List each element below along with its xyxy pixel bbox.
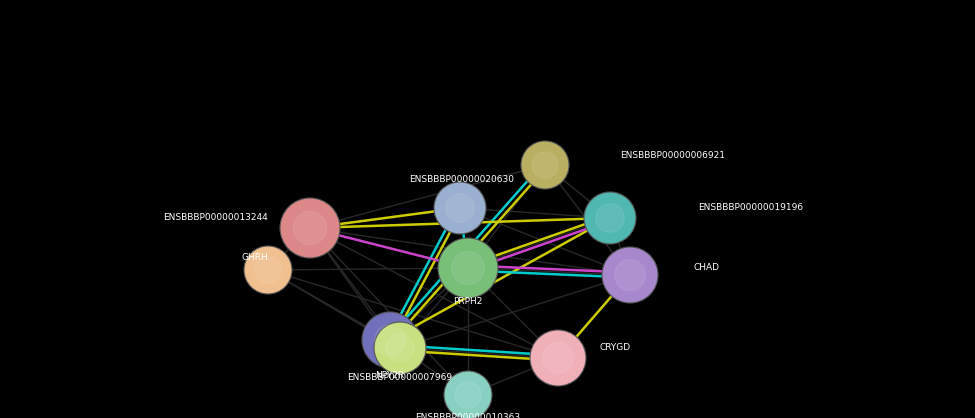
Circle shape: [362, 312, 418, 368]
Circle shape: [602, 247, 658, 303]
Circle shape: [386, 334, 414, 362]
Circle shape: [530, 330, 586, 386]
Text: PRPH2: PRPH2: [453, 298, 483, 306]
Text: ENSBBBP00000007969: ENSBBBP00000007969: [347, 374, 452, 382]
Text: CHAD: CHAD: [693, 263, 719, 273]
Circle shape: [614, 260, 645, 291]
Circle shape: [584, 192, 636, 244]
Circle shape: [451, 252, 485, 285]
Circle shape: [446, 194, 474, 222]
Circle shape: [521, 141, 569, 189]
Text: ENSBBBP00000013244: ENSBBBP00000013244: [163, 214, 268, 222]
Circle shape: [454, 382, 482, 408]
Text: CRYGD: CRYGD: [600, 344, 631, 352]
Circle shape: [374, 322, 426, 374]
Circle shape: [444, 371, 492, 418]
Circle shape: [596, 204, 624, 232]
Circle shape: [293, 212, 327, 245]
Circle shape: [244, 246, 292, 294]
Text: ENSBBBP00000006921: ENSBBBP00000006921: [620, 150, 725, 160]
Circle shape: [280, 198, 340, 258]
Circle shape: [543, 343, 573, 373]
Text: ENSBBBP00000010363: ENSBBBP00000010363: [415, 413, 521, 418]
Text: GHRH: GHRH: [242, 253, 268, 263]
Circle shape: [531, 152, 559, 178]
Circle shape: [254, 257, 281, 283]
Circle shape: [434, 182, 486, 234]
Text: ENSBBBP00000019196: ENSBBBP00000019196: [698, 204, 803, 212]
Circle shape: [374, 325, 406, 355]
Text: ENSBBBP00000020630: ENSBBBP00000020630: [410, 176, 515, 184]
Circle shape: [438, 238, 498, 298]
Text: NPY2R: NPY2R: [375, 370, 405, 380]
